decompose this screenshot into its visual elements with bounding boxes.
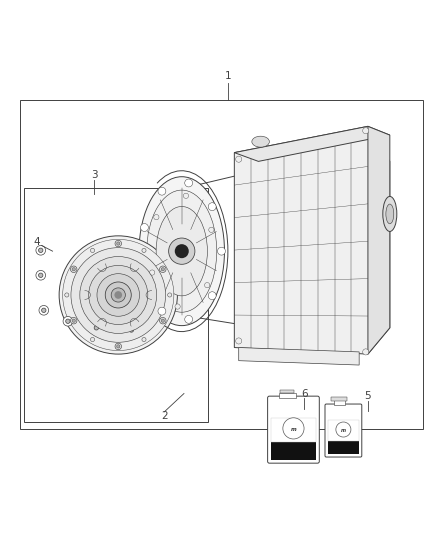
PathPatch shape <box>368 126 390 354</box>
Ellipse shape <box>383 197 397 231</box>
Circle shape <box>59 236 177 354</box>
PathPatch shape <box>234 126 390 354</box>
Bar <box>271 417 316 442</box>
Circle shape <box>175 244 189 258</box>
Circle shape <box>71 318 77 324</box>
Ellipse shape <box>386 204 394 224</box>
Circle shape <box>363 349 369 355</box>
Circle shape <box>39 273 43 278</box>
Circle shape <box>185 316 193 324</box>
Circle shape <box>363 128 369 134</box>
Circle shape <box>39 305 49 315</box>
Circle shape <box>63 239 174 351</box>
Bar <box>20 100 423 429</box>
FancyBboxPatch shape <box>325 404 362 457</box>
Circle shape <box>161 268 164 271</box>
Circle shape <box>127 325 136 335</box>
Circle shape <box>209 227 214 232</box>
Circle shape <box>39 248 43 253</box>
Circle shape <box>129 328 134 332</box>
Text: m: m <box>290 426 297 432</box>
Circle shape <box>205 282 210 288</box>
Bar <box>328 440 359 455</box>
Bar <box>328 421 359 441</box>
Circle shape <box>111 288 125 302</box>
Text: 4: 4 <box>34 237 41 247</box>
Text: m: m <box>341 427 346 432</box>
Circle shape <box>159 318 166 324</box>
Circle shape <box>236 156 242 162</box>
Bar <box>334 400 345 405</box>
Text: 2: 2 <box>161 411 168 421</box>
Circle shape <box>161 319 164 322</box>
Circle shape <box>91 337 95 342</box>
Ellipse shape <box>252 136 269 147</box>
Circle shape <box>149 270 155 275</box>
Bar <box>271 441 316 460</box>
Circle shape <box>158 307 166 315</box>
Text: 5: 5 <box>364 391 371 401</box>
Circle shape <box>158 187 166 195</box>
Circle shape <box>114 291 122 299</box>
Bar <box>24 188 208 422</box>
Circle shape <box>218 247 226 255</box>
Circle shape <box>94 326 99 330</box>
Circle shape <box>175 304 180 309</box>
PathPatch shape <box>234 126 390 161</box>
Circle shape <box>72 268 75 271</box>
Circle shape <box>117 345 120 348</box>
Ellipse shape <box>139 177 224 326</box>
Circle shape <box>65 293 69 297</box>
Circle shape <box>36 246 46 255</box>
Circle shape <box>71 266 77 272</box>
Circle shape <box>283 418 304 439</box>
FancyBboxPatch shape <box>268 396 319 463</box>
Circle shape <box>141 223 148 231</box>
Circle shape <box>105 282 131 308</box>
Bar <box>280 390 294 393</box>
Circle shape <box>97 273 140 316</box>
Bar <box>332 397 347 401</box>
FancyBboxPatch shape <box>301 399 314 419</box>
Text: 1: 1 <box>224 71 231 81</box>
Circle shape <box>72 319 75 322</box>
Circle shape <box>80 256 157 334</box>
Circle shape <box>336 422 351 437</box>
Text: 6: 6 <box>301 389 308 399</box>
Circle shape <box>208 292 216 300</box>
Circle shape <box>88 265 148 325</box>
Text: 3: 3 <box>91 169 98 180</box>
Circle shape <box>91 248 95 253</box>
Circle shape <box>92 323 101 333</box>
Circle shape <box>42 308 46 312</box>
Circle shape <box>236 338 242 344</box>
Circle shape <box>66 319 70 324</box>
Circle shape <box>169 238 195 264</box>
Circle shape <box>185 179 193 187</box>
Circle shape <box>36 270 46 280</box>
Bar <box>279 393 296 398</box>
Circle shape <box>154 215 159 220</box>
Circle shape <box>142 337 146 342</box>
Circle shape <box>71 248 166 342</box>
Circle shape <box>141 271 148 279</box>
Circle shape <box>208 203 216 211</box>
Circle shape <box>115 343 121 350</box>
Circle shape <box>63 317 73 326</box>
Circle shape <box>159 266 166 272</box>
Circle shape <box>117 242 120 245</box>
Circle shape <box>115 240 121 247</box>
PathPatch shape <box>239 348 359 365</box>
Circle shape <box>184 193 189 198</box>
Ellipse shape <box>147 190 217 312</box>
Ellipse shape <box>156 206 207 296</box>
Circle shape <box>168 293 172 297</box>
Circle shape <box>142 248 146 253</box>
